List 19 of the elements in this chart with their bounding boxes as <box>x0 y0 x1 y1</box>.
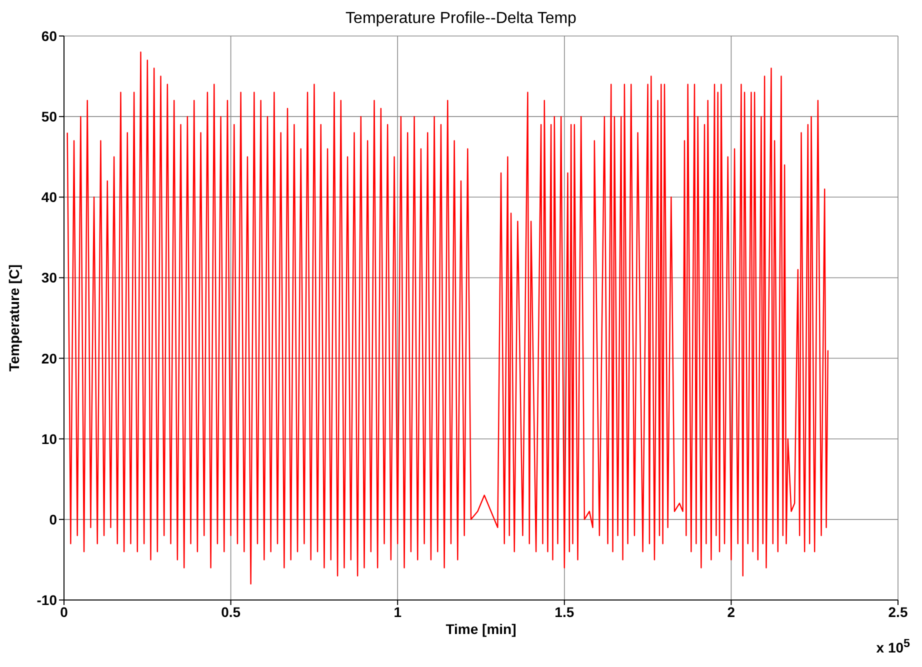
x-tick-label: 1 <box>394 604 402 620</box>
text: x 10$^{5}$ <box>876 637 910 656</box>
line-series <box>66 52 829 584</box>
y-tick-label: 10 <box>41 430 58 447</box>
y-axis-title: Temperature [C] <box>6 264 22 372</box>
y-tick-label: 30 <box>41 270 58 286</box>
x-tick-label: 2 <box>727 604 736 620</box>
chart-title: Temperature Profile--Delta Temp <box>346 10 576 27</box>
y-tick-label: 50 <box>41 108 58 125</box>
x-tick-label: 2.5 <box>888 604 908 620</box>
y-tick-label: -10 <box>36 592 58 608</box>
y-tick-label: 40 <box>41 189 58 206</box>
x-tick-label: 0 <box>60 604 68 620</box>
x-axis-title: Time [min] <box>446 621 516 637</box>
y-tick-label: 0 <box>49 511 58 528</box>
y-tick-label: 60 <box>41 28 58 44</box>
y-tick-label: 20 <box>41 350 58 366</box>
x-tick-label: 0.5 <box>221 604 241 620</box>
x-tick-label: 1.5 <box>554 604 574 620</box>
